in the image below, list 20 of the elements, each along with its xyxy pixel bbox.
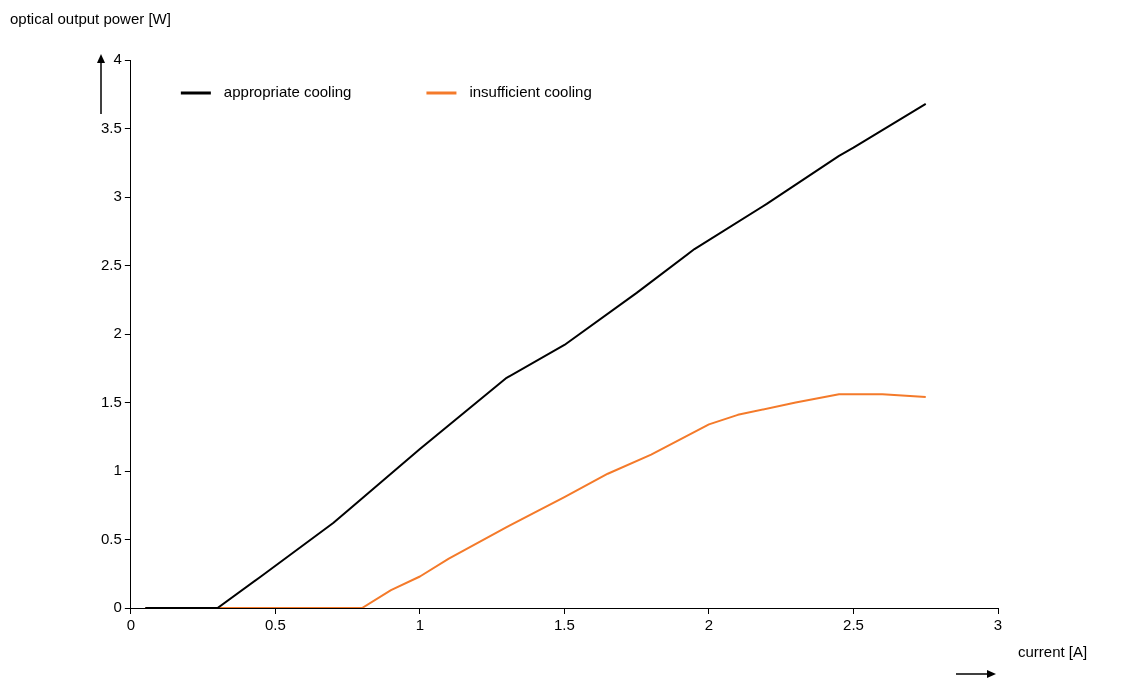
y-tick-label: 1.5 (100, 392, 122, 410)
x-tick-label: 0 (126, 616, 136, 634)
y-tick-label: 0.5 (100, 529, 122, 547)
x-tick-label: 2 (704, 616, 714, 634)
x-tick-label: 0.5 (264, 616, 286, 634)
y-tick-label: 4 (113, 50, 122, 68)
y-tick-label: 2.5 (100, 255, 122, 273)
x-axis-title: current [A] (1018, 643, 1088, 661)
y-tick-label: 3 (113, 187, 122, 205)
y-axis-title: optical output power [W] (10, 10, 171, 28)
y-tick-label: 3.5 (100, 118, 122, 136)
x-tick-label: 2.5 (843, 616, 864, 634)
legend-label: insufficient cooling (469, 83, 592, 101)
y-tick-label: 0 (113, 598, 122, 616)
x-tick-label: 1.5 (554, 616, 575, 634)
x-tick-label: 3 (993, 616, 1003, 634)
y-tick-label: 1 (113, 461, 122, 479)
y-tick-label: 2 (113, 324, 122, 342)
legend-label: appropriate cooling (223, 83, 352, 101)
x-tick-label: 1 (415, 616, 425, 634)
